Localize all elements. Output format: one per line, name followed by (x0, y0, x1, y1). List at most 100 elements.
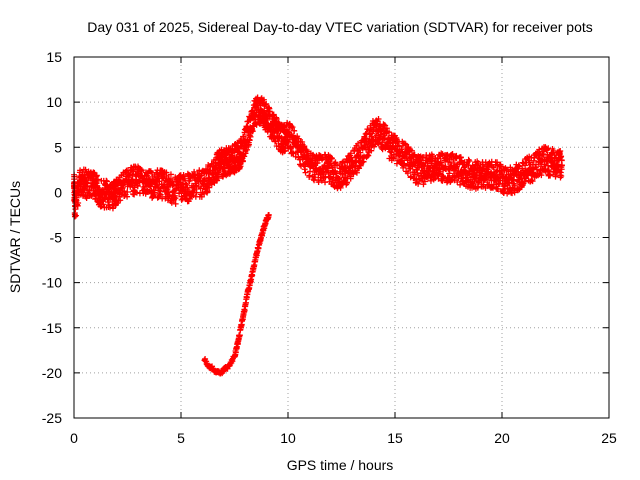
data-point (265, 211, 272, 218)
data-point-interp (303, 151, 310, 158)
data-point-interp (151, 189, 158, 196)
data-point-interp (198, 193, 205, 200)
data-point-interp (84, 180, 91, 187)
data-point-interp (550, 147, 557, 154)
data-point-interp (156, 190, 163, 197)
data-point-interp (172, 195, 179, 202)
data-point-interp (411, 151, 418, 158)
data-point-interp (215, 175, 222, 182)
data-point-interp (246, 132, 253, 139)
data-point-interp (494, 185, 501, 192)
data-point-interp (172, 200, 179, 207)
y-tick-label: -15 (42, 320, 62, 336)
data-point-interp (557, 148, 564, 155)
data-point-interp (538, 172, 545, 179)
y-axis-label: SDTVAR / TECUs (7, 181, 23, 293)
data-point-interp (154, 194, 161, 201)
data-point-interp (490, 184, 497, 191)
data-point-interp (295, 135, 302, 142)
data-point-interp (522, 162, 529, 169)
data-point-interp (545, 162, 552, 169)
data-point-interp (204, 188, 211, 195)
data-point-interp (438, 150, 445, 157)
data-point-interp (545, 145, 552, 152)
data-point-interp (499, 175, 506, 182)
data-point-interp (270, 111, 277, 118)
data-point-interp (167, 171, 174, 178)
data-point-interp (273, 116, 280, 123)
x-tick-label: 5 (177, 430, 185, 446)
data-point-interp (413, 176, 420, 183)
data-point-interp (515, 162, 522, 169)
data-point-interp (109, 205, 116, 212)
data-point-interp (404, 170, 411, 177)
data-point-interp (280, 144, 287, 151)
data-point-interp (451, 160, 458, 167)
data-point-interp (457, 154, 464, 161)
y-tick-label: 5 (54, 139, 62, 155)
x-tick-label: 25 (601, 430, 617, 446)
data-point-interp (282, 147, 289, 154)
data-point (558, 162, 565, 169)
data-point-interp (193, 189, 200, 196)
x-axis-label: GPS time / hours (287, 457, 394, 473)
y-tick-label: -20 (42, 365, 62, 381)
data-point-interp (315, 179, 322, 186)
data-point-interp (117, 197, 124, 204)
y-tick-label: -5 (50, 230, 63, 246)
data-point-interp (236, 332, 243, 339)
data-points (71, 94, 565, 377)
data-point-interp (375, 140, 382, 147)
data-point-interp (368, 147, 375, 154)
data-point-interp (466, 158, 473, 165)
data-point-interp (394, 143, 401, 150)
data-point-interp (183, 181, 190, 188)
x-tick-label: 10 (280, 430, 296, 446)
data-point-interp (191, 168, 198, 175)
data-point-interp (93, 172, 100, 179)
data-point-interp (301, 143, 308, 150)
data-point-interp (457, 181, 464, 188)
data-point-interp (347, 175, 354, 182)
data-point-interp (263, 100, 270, 107)
data-point-interp (237, 163, 244, 170)
data-point-interp (386, 129, 393, 136)
data-point-interp (124, 189, 131, 196)
data-point-interp (529, 178, 536, 185)
data-point-interp (239, 158, 246, 165)
x-tick-label: 0 (70, 430, 78, 446)
data-point-interp (375, 115, 382, 122)
data-point-interp (72, 206, 79, 213)
series-lower-arc (201, 211, 272, 377)
plot-frame (73, 56, 610, 419)
grid-lines (74, 57, 609, 418)
data-point-interp (398, 146, 405, 153)
data-point-interp (157, 191, 164, 198)
data-point-interp (353, 169, 360, 176)
data-point-interp (176, 190, 183, 197)
data-point-interp (71, 213, 78, 220)
data-point-interp (181, 175, 188, 182)
chart-title: Day 031 of 2025, Sidereal Day-to-day VTE… (87, 19, 593, 35)
data-point-interp (133, 189, 140, 196)
data-point-interp (521, 178, 528, 185)
data-point-interp (302, 169, 309, 176)
data-point-interp (94, 176, 101, 183)
data-point-interp (288, 123, 295, 130)
data-point-interp (284, 137, 291, 144)
data-point-interp (178, 196, 185, 203)
data-point-interp (291, 127, 298, 134)
x-tick-label: 15 (387, 430, 403, 446)
data-point-interp (241, 153, 248, 160)
data-point-interp (445, 158, 452, 165)
data-point-interp (365, 152, 372, 159)
series-main-band (71, 94, 565, 220)
y-tick-label: -10 (42, 275, 62, 291)
data-point-interp (260, 96, 267, 103)
data-point-interp (311, 174, 318, 181)
data-point-interp (134, 183, 141, 190)
y-tick-label: 15 (46, 49, 62, 65)
x-tick-labels: 0 5 10 15 20 25 (70, 430, 617, 446)
data-point-interp (401, 140, 408, 147)
